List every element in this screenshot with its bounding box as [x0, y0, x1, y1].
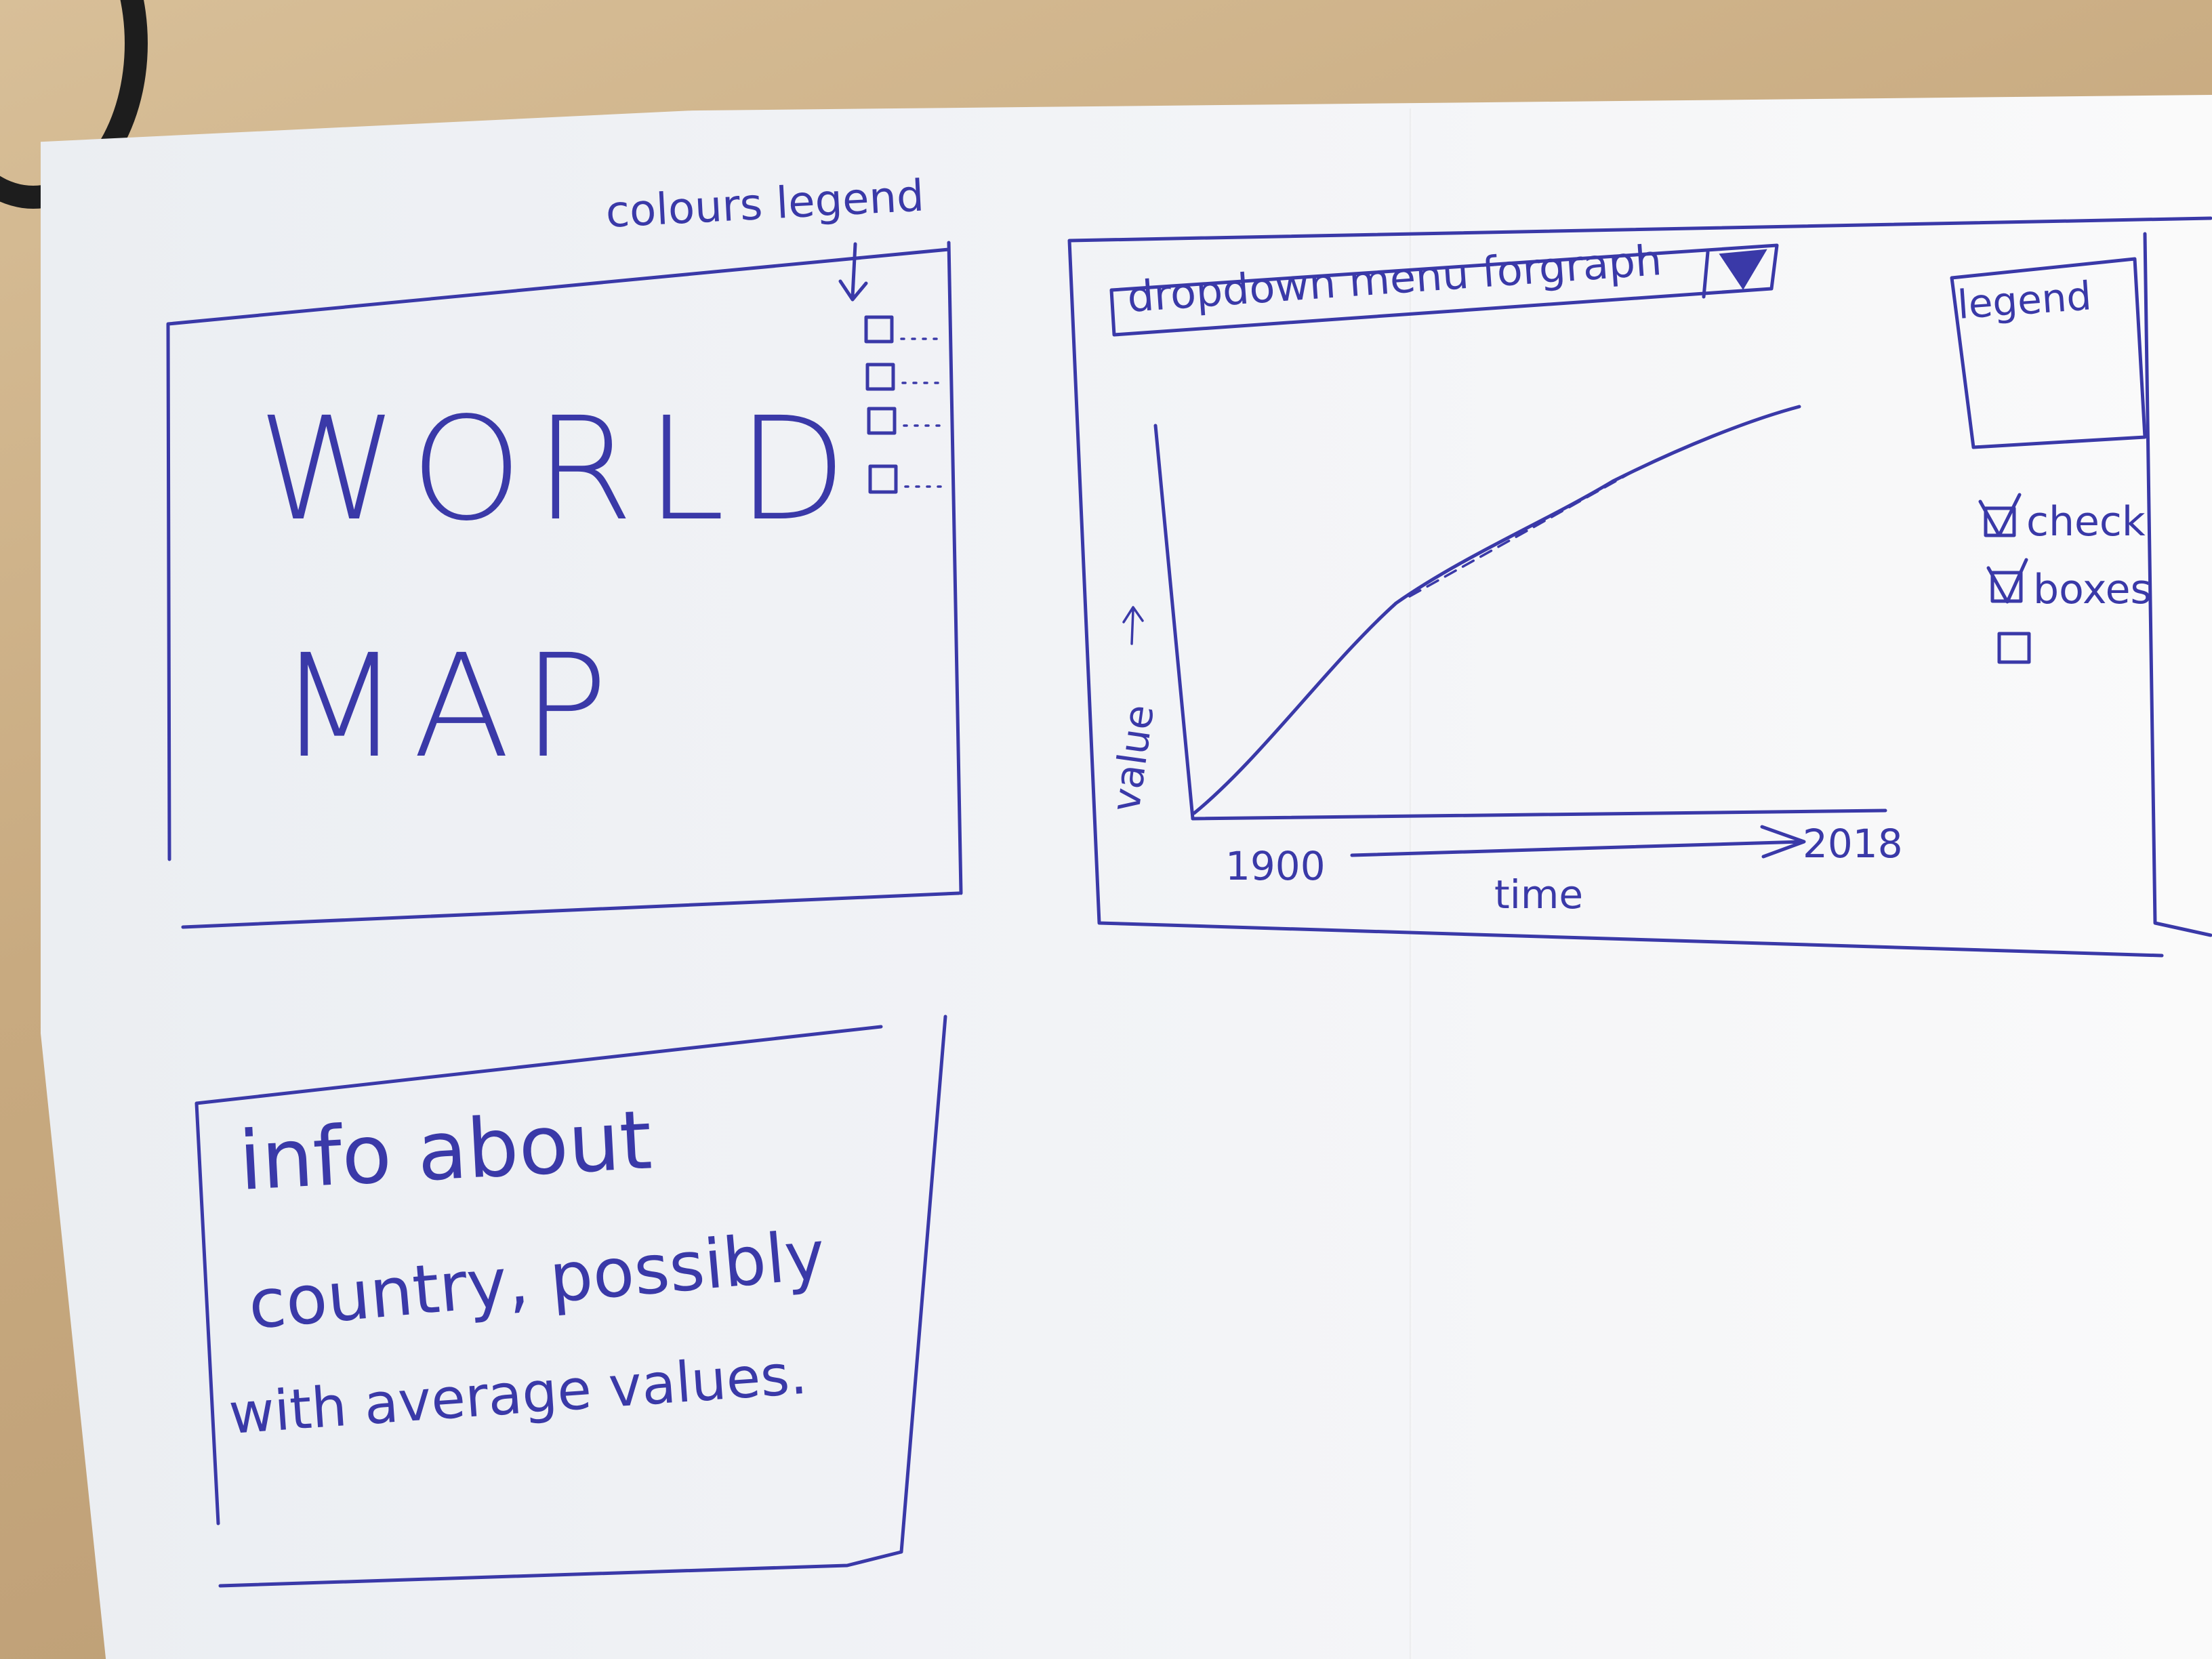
world-map-title-line2: MAP — [278, 623, 620, 790]
country-info-panel: info about country, possibly with averag… — [194, 1015, 947, 1588]
arrow-down-icon — [838, 242, 868, 302]
checkbox-row[interactable]: check — [1978, 493, 2146, 546]
dropdown-divider — [1702, 250, 1710, 299]
world-map-frame — [166, 241, 963, 929]
x-end-label: 2018 — [1803, 821, 1903, 867]
x-axis-label: time — [1494, 872, 1583, 918]
checkbox[interactable] — [1997, 632, 2031, 664]
checkbox-label: boxes — [2033, 566, 2152, 613]
info-line3: with average values. — [227, 1343, 809, 1447]
y-axis — [1153, 424, 1195, 821]
arrow-up-icon — [1122, 606, 1144, 645]
checkbox[interactable] — [1990, 571, 2023, 603]
checkbox-row[interactable] — [1997, 632, 2031, 664]
world-map-title-line1: WORLD — [258, 386, 859, 552]
legend-swatch[interactable] — [868, 464, 943, 494]
dropdown-arrow-icon[interactable] — [1719, 249, 1767, 290]
graph-legend-label: legend — [1956, 272, 2093, 328]
world-map-panel[interactable]: WORLD MAP — [166, 241, 963, 929]
graph-panel: dropdown menu forgraph legend check boxe… — [1067, 216, 2212, 958]
check-mark-icon — [1986, 558, 2028, 604]
data-line — [1192, 405, 1801, 815]
y-axis-label: value — [1103, 702, 1163, 815]
legend-swatch[interactable] — [867, 407, 942, 435]
graph-panel-frame — [1067, 216, 2212, 958]
line-chart: value 1900 2018 time — [1103, 405, 1903, 918]
checkbox-row[interactable]: boxes — [1986, 558, 2152, 613]
x-time-arrow — [1350, 825, 1806, 859]
paper-sheet — [41, 95, 2212, 1659]
x-start-label: 1900 — [1225, 843, 1326, 889]
x-axis — [1191, 808, 1887, 821]
trend-dash — [1408, 466, 1641, 598]
info-line2: country, possibly — [245, 1215, 828, 1345]
info-line1: info about — [237, 1093, 654, 1209]
check-mark-icon — [1978, 493, 2022, 537]
colour-legend-label: colours legend — [605, 171, 925, 238]
checkbox-label: check — [2026, 498, 2146, 546]
legend-swatch[interactable] — [864, 315, 940, 344]
info-panel-frame — [194, 1015, 947, 1588]
graph-dropdown[interactable]: dropdown menu forgraph — [1109, 235, 1779, 337]
legend-swatch[interactable] — [865, 363, 941, 391]
paper-fold — [1410, 108, 1412, 1659]
graph-dropdown-label: dropdown menu forgraph — [1126, 235, 1663, 322]
graph-legend: legend — [1950, 257, 2147, 449]
